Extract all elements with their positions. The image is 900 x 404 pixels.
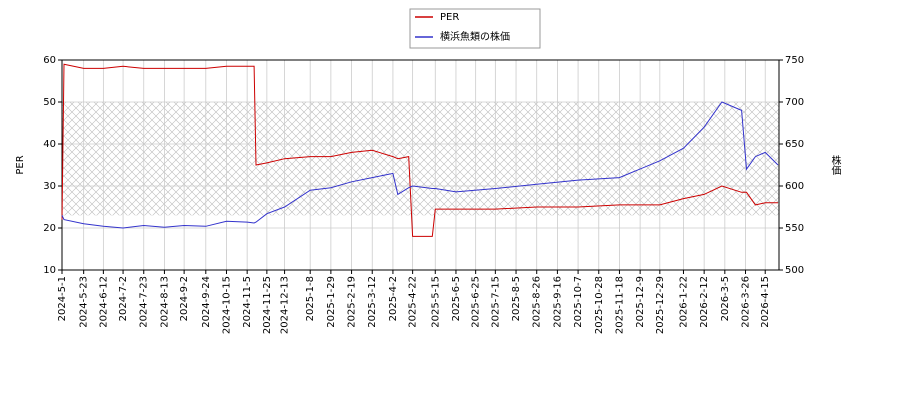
x-tick-label: 2024-5-1 bbox=[57, 276, 68, 321]
y-tick-label: 30 bbox=[43, 181, 56, 192]
x-tick-label: 2026-2-12 bbox=[699, 276, 710, 328]
hatch-band bbox=[62, 102, 779, 216]
x-tick-label: 2025-6-25 bbox=[471, 276, 482, 328]
x-tick-label: 2025-1-29 bbox=[326, 276, 337, 328]
x-tick-label: 2026-4-15 bbox=[760, 276, 771, 328]
x-tick-label: 2024-11-5 bbox=[242, 276, 253, 328]
y2-axis-label: 株価 bbox=[829, 154, 841, 175]
x-tick-label: 2024-5-23 bbox=[79, 276, 90, 328]
x-tick-label: 2025-9-16 bbox=[552, 276, 563, 328]
y2-tick-label: 650 bbox=[785, 139, 804, 150]
x-tick-label: 2025-12-9 bbox=[635, 276, 646, 328]
plot-frame bbox=[61, 59, 780, 271]
y2-tick-label: 750 bbox=[785, 55, 804, 66]
x-tick-label: 2026-3-26 bbox=[741, 276, 752, 328]
x-tick-label: 2025-7-15 bbox=[490, 276, 501, 328]
x-tick-label: 2025-10-7 bbox=[573, 276, 584, 328]
y-tick-label: 60 bbox=[43, 55, 56, 66]
y2-tick-label: 700 bbox=[785, 97, 804, 108]
x-tick-label: 2025-3-12 bbox=[367, 276, 378, 328]
x-tick-label: 2025-4-22 bbox=[408, 276, 419, 328]
legend-label: 横浜魚類の株価 bbox=[440, 30, 510, 43]
series-line bbox=[61, 101, 779, 229]
legend-box bbox=[409, 8, 541, 49]
y-tick-label: 10 bbox=[43, 265, 56, 276]
y2-tick-label: 600 bbox=[785, 181, 804, 192]
x-tick-label: 2025-8-26 bbox=[532, 276, 543, 328]
y2-tick-label: 500 bbox=[785, 265, 804, 276]
x-tick-label: 2025-8-5 bbox=[511, 276, 522, 321]
x-tick-label: 2024-12-13 bbox=[280, 276, 291, 334]
x-tick-label: 2024-11-25 bbox=[262, 276, 273, 334]
x-tick-label: 2024-6-12 bbox=[98, 276, 109, 328]
x-tick-label: 2025-12-29 bbox=[655, 276, 666, 334]
x-tick-label: 2025-6-5 bbox=[451, 276, 462, 321]
x-tick-label: 2025-5-15 bbox=[430, 276, 441, 328]
x-tick-label: 2024-7-23 bbox=[139, 276, 150, 328]
x-tick-label: 2024-7-2 bbox=[118, 276, 129, 321]
x-tick-label: 2024-10-15 bbox=[221, 276, 232, 334]
x-tick-label: 2025-4-2 bbox=[388, 276, 399, 321]
x-tick-label: 2026-1-22 bbox=[678, 276, 689, 328]
x-tick-label: 2026-3-5 bbox=[720, 276, 731, 321]
x-tick-label: 2025-1-8 bbox=[305, 276, 316, 321]
series-line bbox=[61, 63, 778, 237]
x-tick-label: 2024-9-2 bbox=[179, 276, 190, 321]
y-tick-label: 20 bbox=[43, 223, 56, 234]
x-tick-label: 2025-10-28 bbox=[594, 276, 605, 334]
x-tick-label: 2024-9-24 bbox=[201, 276, 212, 328]
y-axis-label: PER bbox=[15, 155, 26, 174]
x-tick-label: 2024-8-13 bbox=[159, 276, 170, 328]
y2-tick-label: 550 bbox=[785, 223, 804, 234]
y-tick-label: 40 bbox=[43, 139, 56, 150]
x-tick-label: 2025-11-18 bbox=[614, 276, 625, 334]
legend-label: PER bbox=[440, 12, 459, 23]
y-tick-label: 50 bbox=[43, 97, 56, 108]
x-tick-label: 2025-2-19 bbox=[347, 276, 358, 328]
